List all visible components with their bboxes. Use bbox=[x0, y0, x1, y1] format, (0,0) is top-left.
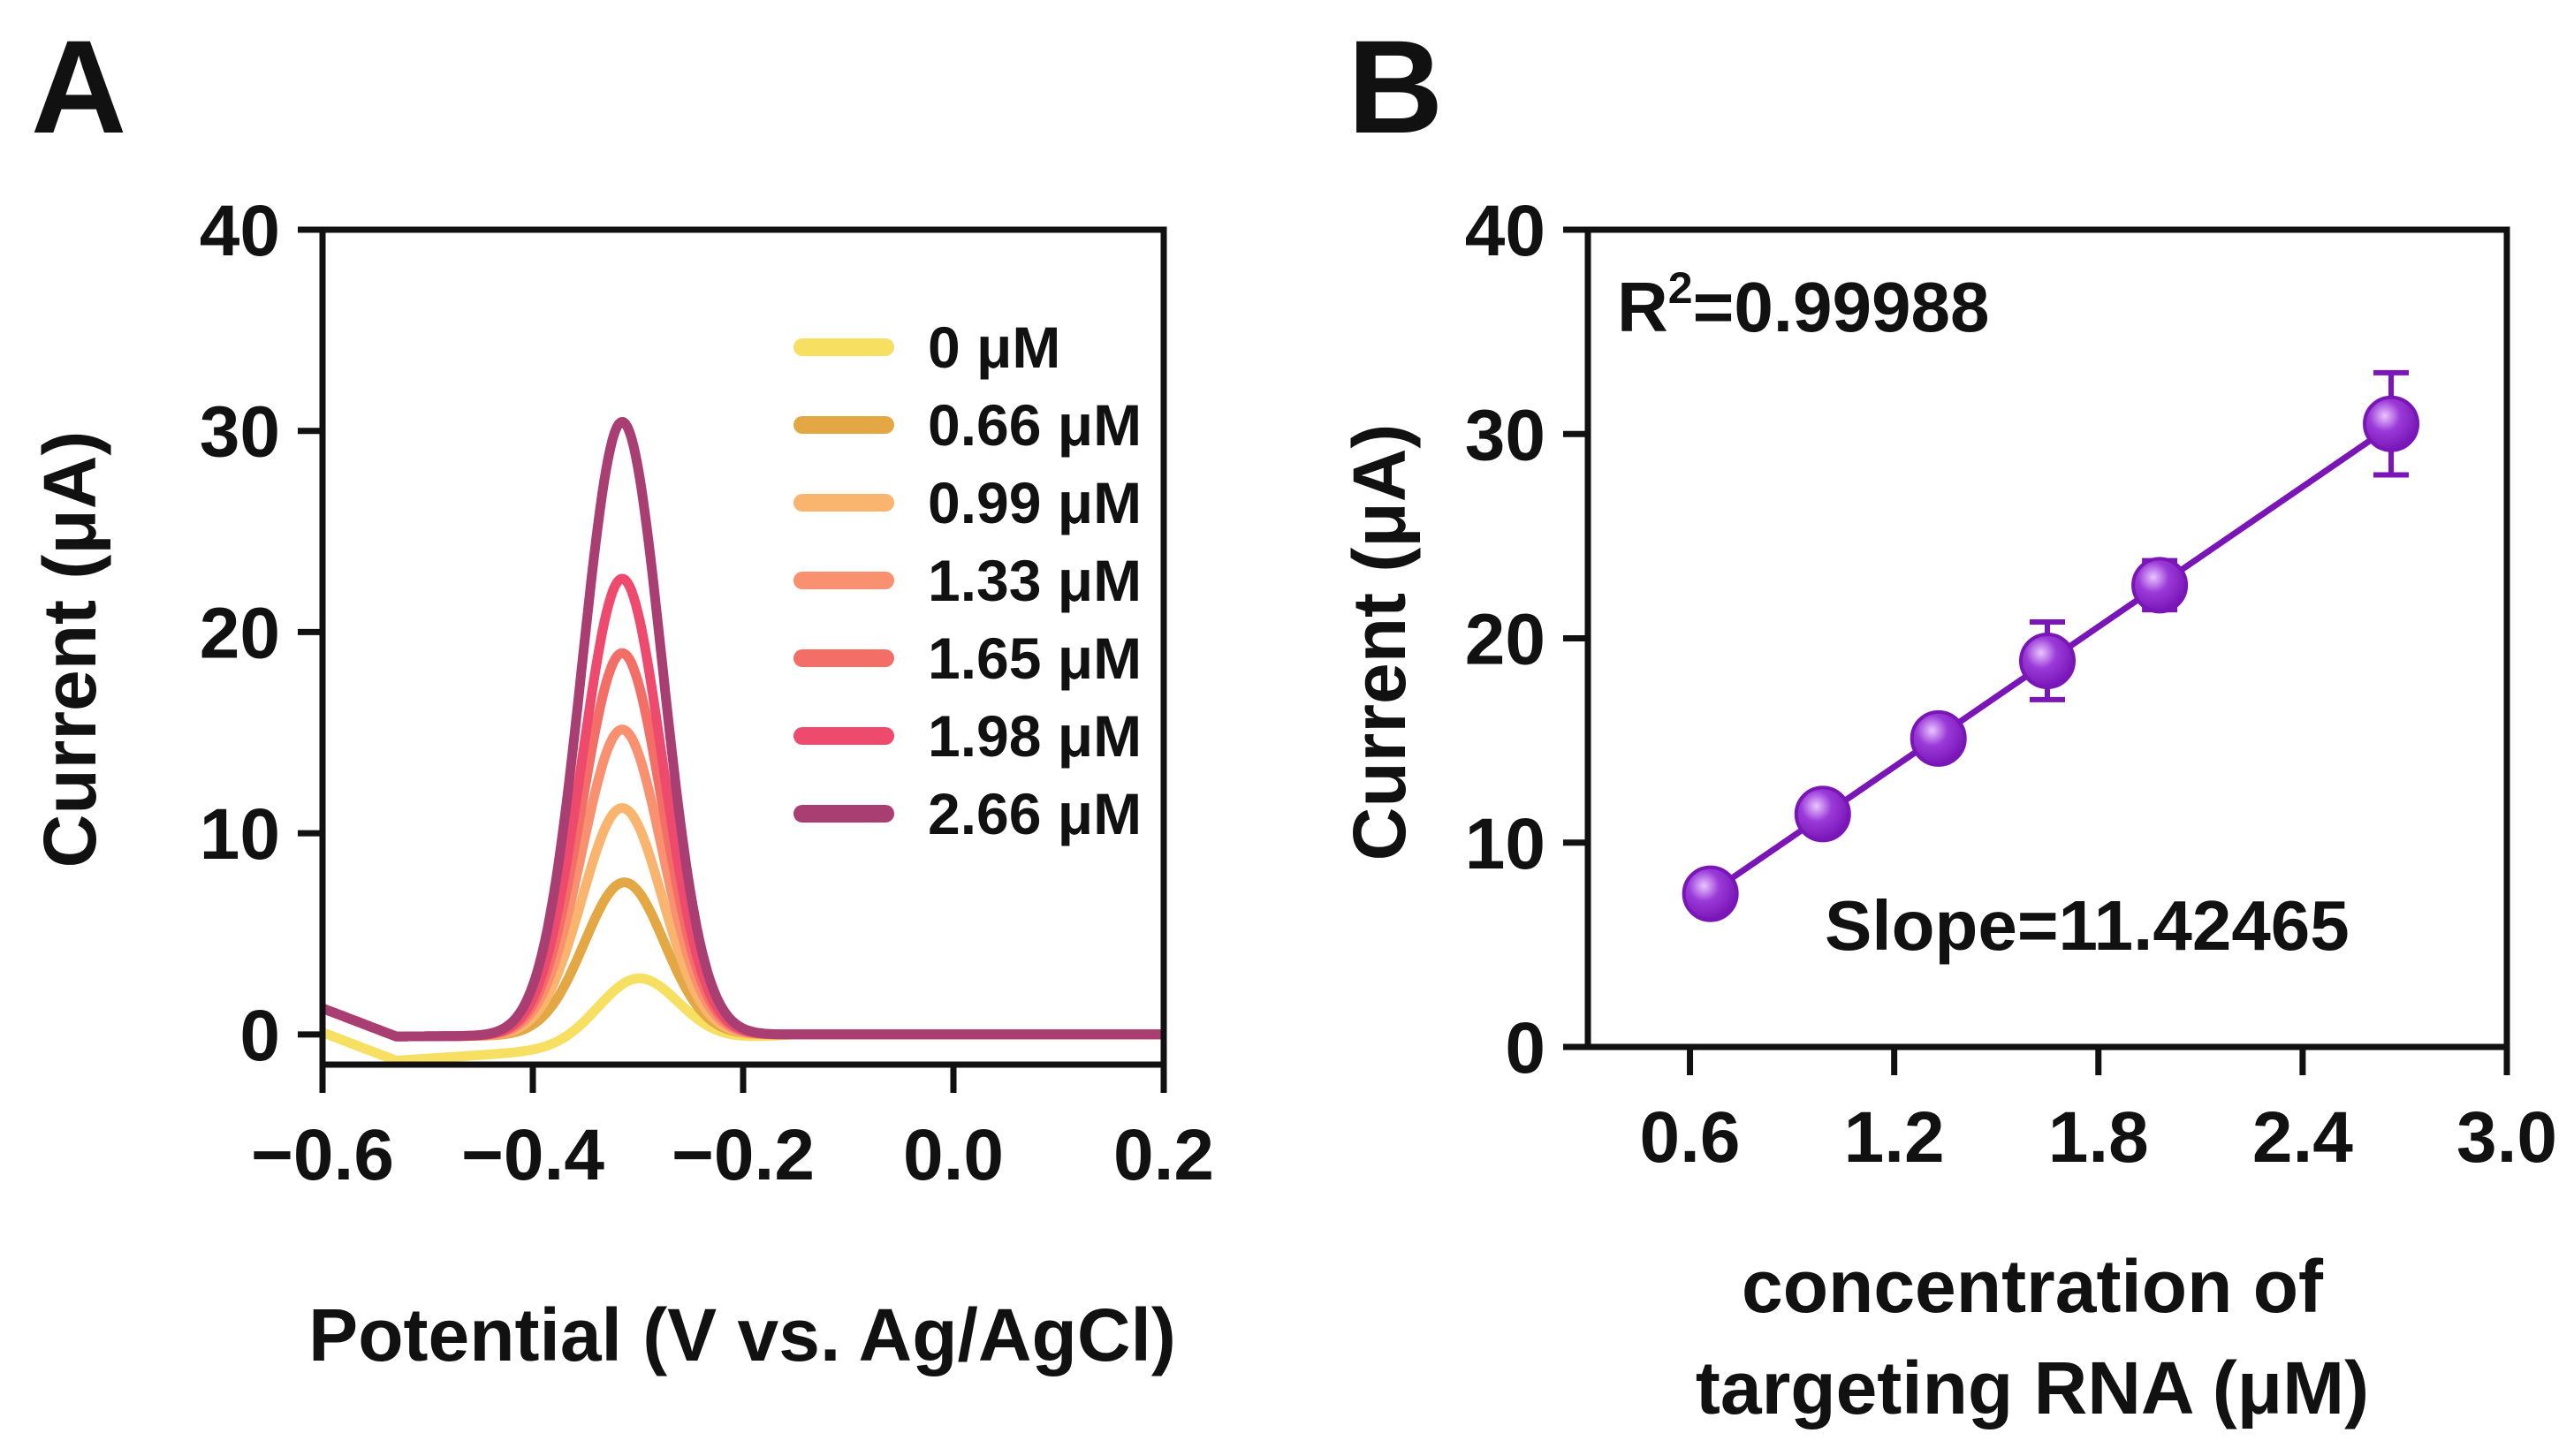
legend-label: 2.66 μM bbox=[928, 781, 1142, 846]
r-squared-value: =0.99988 bbox=[1693, 268, 1990, 346]
legend-label: 0.99 μM bbox=[928, 470, 1142, 535]
panel-a-series-curve bbox=[319, 877, 1167, 1042]
panel-b-x-ticks: 0.6 1.2 1.8 2.4 3.0 bbox=[1640, 1047, 2557, 1178]
r-squared-annotation: R2=0.99988 bbox=[1617, 263, 1990, 346]
legend-label: 0 μM bbox=[928, 315, 1060, 380]
panel-a-x-tick-label: 0.2 bbox=[1113, 1115, 1214, 1195]
legend-label: 0.66 μM bbox=[928, 392, 1142, 458]
panel-a-x-tick-label: 0.0 bbox=[903, 1115, 1004, 1195]
panel-a-x-tick-label: −0.2 bbox=[672, 1115, 815, 1195]
panel-b-y-tick-label: 10 bbox=[1465, 804, 1545, 884]
panel-b-plot: 0 10 20 30 40 0.6 1.2 1.8 2.4 3.0 bbox=[1465, 191, 2557, 1178]
panel-b-y-tick-label: 30 bbox=[1465, 395, 1545, 475]
panel-b-data-point bbox=[2363, 395, 2420, 452]
panel-b-x-tick-label: 1.8 bbox=[2048, 1097, 2149, 1178]
panel-b-y-tick-label: 20 bbox=[1465, 600, 1545, 680]
r-squared-r: R bbox=[1617, 268, 1668, 346]
panel-a-y-tick-label: 10 bbox=[200, 794, 280, 875]
legend-label: 1.65 μM bbox=[928, 626, 1142, 691]
panel-b-x-tick-label: 2.4 bbox=[2252, 1097, 2353, 1178]
panel-a-plot: 0 10 20 30 40 −0.6 −0.4 −0.2 0.0 0.2 0 μM 0.66 μM… bbox=[200, 191, 1214, 1195]
panel-b-data-point bbox=[1910, 709, 1967, 767]
panel-a-series-curve bbox=[319, 417, 1167, 1042]
panel-b-points bbox=[1682, 369, 2420, 922]
panel-letter-b: B bbox=[1348, 12, 1443, 161]
panel-a-y-tick-label: 40 bbox=[200, 191, 280, 271]
legend-label: 1.98 μM bbox=[928, 703, 1142, 769]
panel-b-y-axis-title: Current (μA) bbox=[1338, 424, 1421, 861]
panel-b-data-point bbox=[1794, 785, 1851, 843]
panel-a-y-tick-label: 20 bbox=[200, 593, 280, 673]
slope-annotation: Slope=11.42465 bbox=[1825, 886, 2350, 965]
r-squared-superscript: 2 bbox=[1668, 263, 1693, 313]
panel-a-curves bbox=[319, 417, 1167, 1065]
panel-b-x-axis-title-line2: targeting RNA (μM) bbox=[1696, 1346, 2369, 1429]
panel-a-series-curve bbox=[319, 724, 1167, 1042]
panel-a-series-curve bbox=[319, 973, 1167, 1065]
legend-label: 1.33 μM bbox=[928, 548, 1142, 613]
panel-letter-a: A bbox=[31, 12, 126, 161]
panel-a-y-tick-label: 30 bbox=[200, 392, 280, 473]
panel-a-y-axis-title: Current (μA) bbox=[28, 431, 111, 868]
panel-b-x-axis-title-line1: concentration of bbox=[1742, 1245, 2324, 1328]
panel-b-y-tick-label: 0 bbox=[1505, 1008, 1545, 1088]
panel-b-y-ticks: 0 10 20 30 40 bbox=[1465, 191, 1588, 1088]
panel-a-legend: 0 μM 0.66 μM 0.99 μM 1.33 μM 1.65 μM 1.98 μM 2… bbox=[793, 315, 1142, 846]
panel-b-x-tick-label: 1.2 bbox=[1844, 1097, 1945, 1178]
panel-b-data-point bbox=[2019, 632, 2076, 689]
panel-b-y-tick-label: 40 bbox=[1465, 191, 1545, 271]
panel-b-x-tick-label: 0.6 bbox=[1640, 1097, 1741, 1178]
panel-a-x-tick-label: −0.4 bbox=[461, 1115, 604, 1195]
panel-a-x-axis-title: Potential (V vs. Ag/AgCl) bbox=[308, 1293, 1176, 1376]
panel-b-x-tick-label: 3.0 bbox=[2456, 1097, 2557, 1178]
panel-b-data-point bbox=[2131, 557, 2189, 614]
panel-a-y-tick-label: 0 bbox=[239, 996, 280, 1076]
panel-a-x-ticks: −0.6 −0.4 −0.2 0.0 0.2 bbox=[251, 1065, 1214, 1195]
panel-a-y-ticks: 0 10 20 30 40 bbox=[200, 191, 323, 1076]
panel-a-x-tick-label: −0.6 bbox=[251, 1115, 394, 1195]
panel-b-data-point bbox=[1682, 865, 1739, 922]
